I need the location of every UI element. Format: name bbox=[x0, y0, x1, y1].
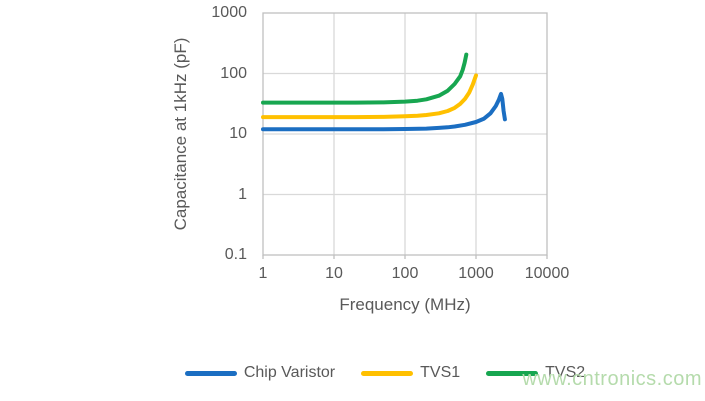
legend-item-tvs1: TVS1 bbox=[361, 364, 460, 382]
x-tick-label: 1000 bbox=[458, 265, 494, 282]
legend-label-tvs2: TVS2 bbox=[545, 364, 586, 381]
plot-border bbox=[262, 12, 548, 256]
y-axis-title: Capacitance at 1kHz (pF) bbox=[171, 37, 190, 231]
x-tick-label: 100 bbox=[391, 265, 419, 282]
series-line-tvs2 bbox=[261, 52, 469, 105]
legend-item-chip-varistor: Chip Varistor bbox=[184, 364, 336, 382]
legend-swatch-chip-varistor bbox=[184, 370, 237, 376]
legend: Chip Varistor TVS1 TVS2 bbox=[60, 364, 705, 382]
legend-item-tvs2: TVS2 bbox=[486, 364, 585, 382]
y-tick-label: 10 bbox=[229, 125, 247, 142]
y-tick-label: 1 bbox=[238, 185, 247, 203]
y-tick-label: 100 bbox=[220, 64, 247, 82]
x-axis-title: Frequency (MHz) bbox=[339, 295, 471, 314]
series-line-chip-varistor bbox=[261, 91, 507, 132]
y-tick-label: 1000 bbox=[211, 4, 247, 21]
legend-label-tvs1: TVS1 bbox=[420, 364, 461, 381]
x-tick-label: 1 bbox=[258, 265, 268, 282]
legend-swatch-tvs1 bbox=[361, 370, 414, 376]
series-line-tvs1 bbox=[261, 73, 478, 120]
x-tick-label: 10 bbox=[325, 265, 343, 282]
x-tick-label: 10000 bbox=[524, 265, 570, 282]
legend-label-chip-varistor: Chip Varistor bbox=[243, 364, 336, 381]
y-tick-label: 0.1 bbox=[224, 246, 247, 263]
legend-swatch-tvs2 bbox=[486, 370, 539, 376]
